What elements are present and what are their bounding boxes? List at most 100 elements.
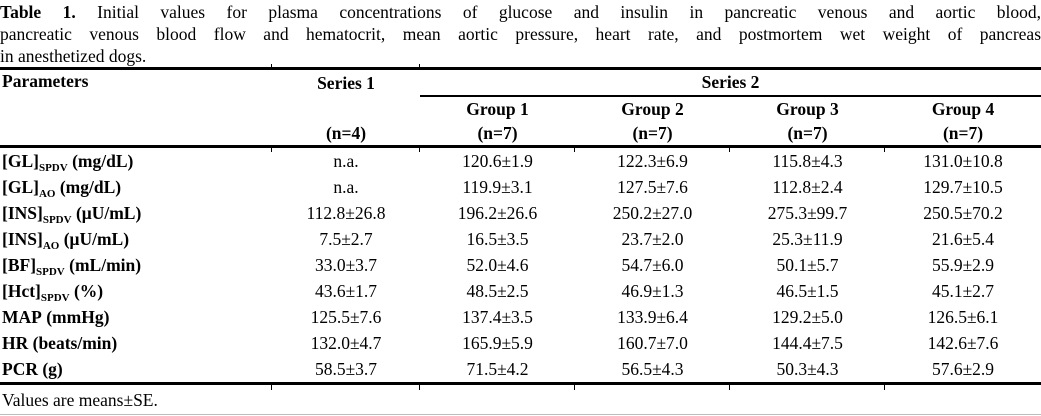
value-cell-series1: 112.8±26.8: [306, 202, 386, 223]
value-cell-series1: 132.0±4.7: [310, 332, 382, 353]
value-cell-group2: 127.5±7.6: [617, 176, 688, 197]
parameter-base: [GL]: [2, 176, 39, 197]
value-cell-group4: 45.1±2.7: [931, 280, 995, 301]
column-header-series2: Series 2: [418, 62, 1041, 97]
value-cell-group4: 55.9±2.9: [931, 254, 995, 275]
parameter-unit: (μU/mL): [71, 202, 142, 223]
parameter-label: [INS]SPDV (μU/mL): [0, 200, 272, 226]
value-cell-group2: 133.9±6.4: [617, 306, 688, 327]
parameter-subscript: SPDV: [36, 265, 65, 278]
column-header-series1: Series 1: [271, 62, 420, 97]
value-cell-series1: 125.5±7.6: [310, 306, 382, 327]
parameter-label: [Hct]SPDV (%): [0, 278, 272, 304]
value-cell-series1: n.a.: [271, 145, 420, 174]
page-bottom-divider: [0, 414, 1041, 415]
value-cell-group1: 196.2±26.6: [457, 202, 538, 223]
caption-line-1: Table 1. Initial values for plasma conce…: [0, 1, 1041, 23]
parameter-unit: (mg/dL): [55, 176, 122, 197]
value-cell-group4: 126.5±6.1: [927, 306, 999, 327]
n-label-group2: (n=7): [632, 123, 673, 143]
value-cell-group4: 142.6±7.6: [927, 332, 999, 353]
value-cell-series1: 43.6±1.7: [314, 280, 378, 301]
caption-table-number: Table 1.: [0, 2, 76, 22]
parameter-subscript: SPDV: [38, 161, 68, 174]
value-cell-group1: 16.5±3.5: [466, 228, 529, 249]
value-cell-group2: 56.5±4.3: [574, 356, 730, 390]
table-header: Parameters Series 1 Series 2 Group 1 Gro…: [0, 62, 1041, 147]
parameter-label: [INS]AO (μU/mL): [0, 226, 272, 252]
value-cell-group1: 165.9±5.9: [462, 332, 533, 353]
parameter-label: PCR (g): [0, 356, 272, 385]
parameter-subscript: AO: [38, 187, 56, 200]
parameter-unit: (g): [37, 358, 63, 379]
parameter-label: HR (beats/min): [0, 330, 272, 356]
parameter-unit: (mL/min): [64, 254, 142, 275]
header-spacer: [272, 96, 420, 122]
header-row-groups: Group 1 Group 2 Group 3 Group 4: [0, 96, 1041, 122]
value-cell-group1: 119.9±3.1: [462, 176, 533, 197]
value-cell-group1: 52.0±4.6: [466, 254, 529, 275]
parameter-label: [GL]SPDV (mg/dL): [0, 145, 272, 174]
caption-text-1: Initial values for plasma concentrations…: [97, 2, 1041, 22]
column-header-group1: Group 1: [466, 99, 529, 119]
value-cell-group3: 275.3±99.7: [767, 202, 848, 223]
column-header-group4: Group 4: [931, 99, 995, 119]
column-header-group2: Group 2: [621, 99, 684, 119]
parameter-unit: (μU/mL): [59, 228, 130, 249]
value-cell-group1: 120.6±1.9: [419, 145, 575, 174]
parameter-base: [BF]: [2, 254, 37, 275]
n-label-group4: (n=7): [942, 123, 984, 143]
results-table: Parameters Series 1 Series 2 Group 1 Gro…: [0, 62, 1041, 390]
parameter-unit: (mg/dL): [67, 150, 134, 171]
parameter-label: [GL]AO (mg/dL): [0, 174, 272, 200]
value-cell-group2: 46.9±1.3: [621, 280, 684, 301]
value-cell-group3: 25.3±11.9: [772, 228, 843, 249]
table-footnote: Values are means±SE.: [2, 390, 158, 410]
value-cell-group4: 57.6±2.9: [883, 356, 1041, 390]
value-cell-group3: 50.1±5.7: [776, 254, 839, 275]
value-cell-series1: 58.5±3.7: [271, 356, 420, 390]
value-cell-group3: 46.5±1.5: [776, 280, 839, 301]
value-cell-group3: 144.4±7.5: [772, 332, 843, 353]
table-row: [BF]SPDV (mL/min) 33.0±3.7 52.0±4.6 54.7…: [0, 252, 1041, 278]
value-cell-group1: 137.4±3.5: [462, 306, 533, 327]
table-caption: Table 1. Initial values for plasma conce…: [0, 0, 1041, 67]
parameter-base: HR: [2, 332, 29, 353]
value-cell-group3: 50.3±4.3: [729, 356, 885, 390]
table-row: [INS]SPDV (μU/mL) 112.8±26.8 196.2±26.6 …: [0, 200, 1041, 226]
value-cell-group3: 115.8±4.3: [729, 145, 885, 174]
parameter-base: [INS]: [2, 202, 43, 223]
table-row: [Hct]SPDV (%) 43.6±1.7 48.5±2.5 46.9±1.3…: [0, 278, 1041, 304]
caption-line-3: in anesthetized dogs.: [0, 46, 147, 66]
table-body: [GL]SPDV (mg/dL) n.a. 120.6±1.9 122.3±6.…: [0, 145, 1041, 390]
n-label-group1: (n=7): [477, 123, 518, 143]
value-cell-group4: 129.7±10.5: [923, 176, 1003, 197]
parameter-label: [BF]SPDV (mL/min): [0, 252, 272, 278]
table-row: [GL]SPDV (mg/dL) n.a. 120.6±1.9 122.3±6.…: [0, 145, 1041, 174]
parameter-subscript: AO: [42, 239, 60, 252]
parameter-subscript: SPDV: [42, 213, 72, 226]
value-cell-group1: 48.5±2.5: [466, 280, 529, 301]
value-cell-series1: n.a.: [333, 176, 359, 197]
header-row-series: Parameters Series 1 Series 2: [0, 62, 1041, 97]
column-header-parameters: Parameters: [2, 71, 89, 91]
parameter-base: MAP: [2, 306, 42, 327]
table-row: MAP (mmHg) 125.5±7.6 137.4±3.5 133.9±6.4…: [0, 304, 1041, 330]
value-cell-group3: 112.8±2.4: [772, 176, 843, 197]
value-cell-group2: 122.3±6.9: [574, 145, 730, 174]
parameter-unit: (beats/min): [28, 332, 118, 353]
value-cell-group2: 23.7±2.0: [621, 228, 684, 249]
parameter-base: [GL]: [2, 150, 39, 171]
value-cell-group2: 250.2±27.0: [612, 202, 693, 223]
value-cell-series1: 7.5±2.7: [319, 228, 373, 249]
column-header-group3: Group 3: [776, 99, 839, 119]
table-row: PCR (g) 58.5±3.7 71.5±4.2 56.5±4.3 50.3±…: [0, 356, 1041, 390]
value-cell-group4: 131.0±10.8: [883, 145, 1041, 174]
value-cell-group4: 250.5±70.2: [923, 202, 1003, 223]
caption-line-2: pancreatic venous blood flow and hematoc…: [0, 24, 1041, 44]
parameter-base: [INS]: [2, 228, 43, 249]
parameter-base: PCR: [2, 358, 38, 379]
value-cell-group4: 21.6±5.4: [931, 228, 995, 249]
table-row: [GL]AO (mg/dL) n.a. 119.9±3.1 127.5±7.6 …: [0, 174, 1041, 200]
table-row: [INS]AO (μU/mL) 7.5±2.7 16.5±3.5 23.7±2.…: [0, 226, 1041, 252]
